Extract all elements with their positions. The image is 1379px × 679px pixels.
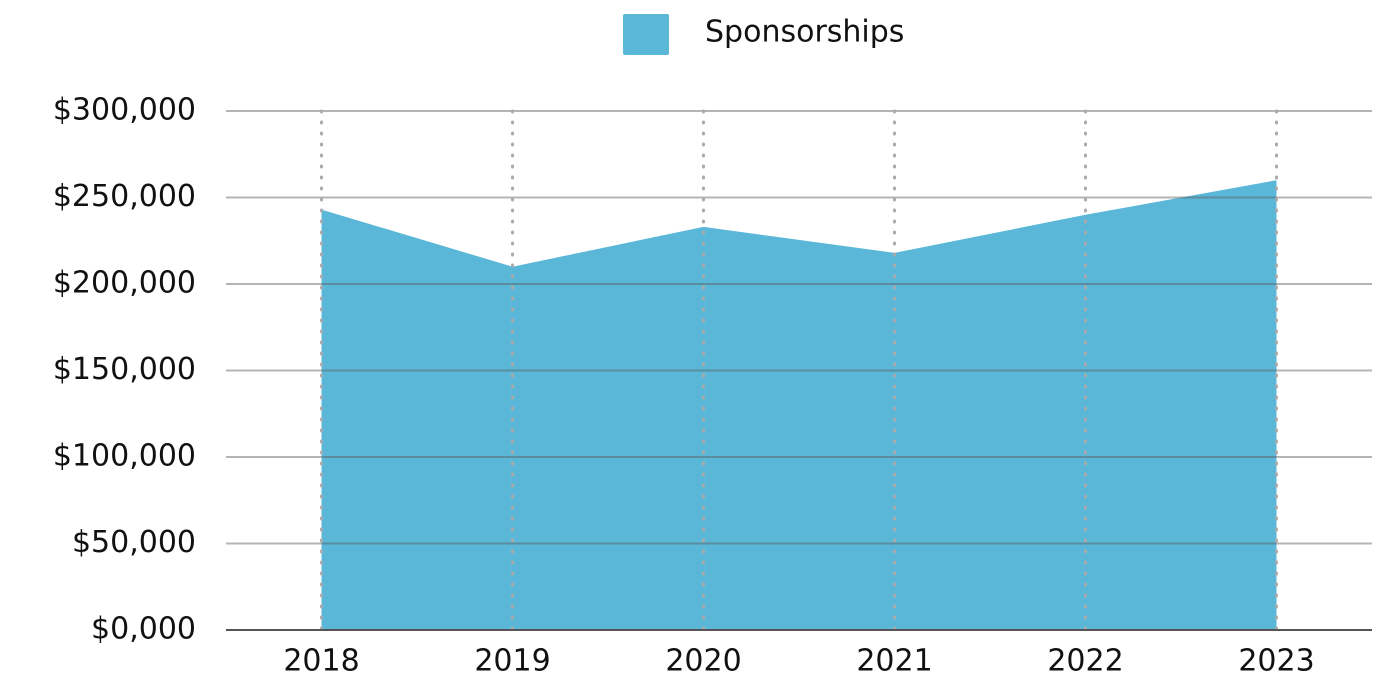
legend-swatch bbox=[623, 14, 669, 55]
x-tick-label: 2018 bbox=[283, 644, 359, 679]
y-tick-label: $200,000 bbox=[53, 266, 196, 301]
x-tick-label: 2021 bbox=[856, 644, 932, 679]
legend-label: Sponsorships bbox=[705, 15, 904, 50]
y-tick-label: $0,000 bbox=[91, 612, 196, 647]
x-tick-label: 2019 bbox=[474, 644, 550, 679]
y-tick-label: $250,000 bbox=[53, 179, 196, 214]
y-tick-label: $150,000 bbox=[53, 352, 196, 387]
y-tick-label: $100,000 bbox=[53, 439, 196, 474]
area bbox=[321, 180, 1277, 630]
y-tick-label: $50,000 bbox=[72, 525, 196, 560]
y-tick-label: $300,000 bbox=[53, 93, 196, 128]
x-tick-label: 2023 bbox=[1238, 644, 1314, 679]
x-tick-label: 2020 bbox=[665, 644, 741, 679]
x-tick-label: 2022 bbox=[1047, 644, 1123, 679]
